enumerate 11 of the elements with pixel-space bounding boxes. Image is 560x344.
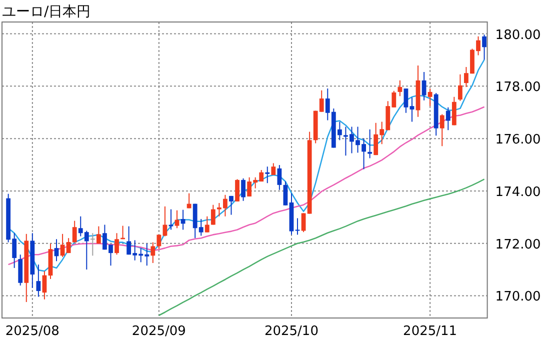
y-tick-label: 172.00: [495, 237, 541, 252]
x-tick-label: 2025/11: [403, 324, 458, 339]
x-tick-label: 2025/09: [132, 324, 186, 339]
y-tick-label: 176.00: [495, 132, 541, 148]
x-tick-label: 2025/08: [5, 324, 60, 339]
chart-title: ユーロ/日本円: [2, 4, 91, 20]
y-tick-label: 174.00: [495, 184, 541, 200]
y-tick-label: 178.00: [495, 80, 541, 96]
y-tick-label: 170.00: [495, 290, 541, 305]
y-tick-label: 180.00: [495, 28, 541, 43]
x-tick-label: 2025/10: [264, 324, 318, 339]
